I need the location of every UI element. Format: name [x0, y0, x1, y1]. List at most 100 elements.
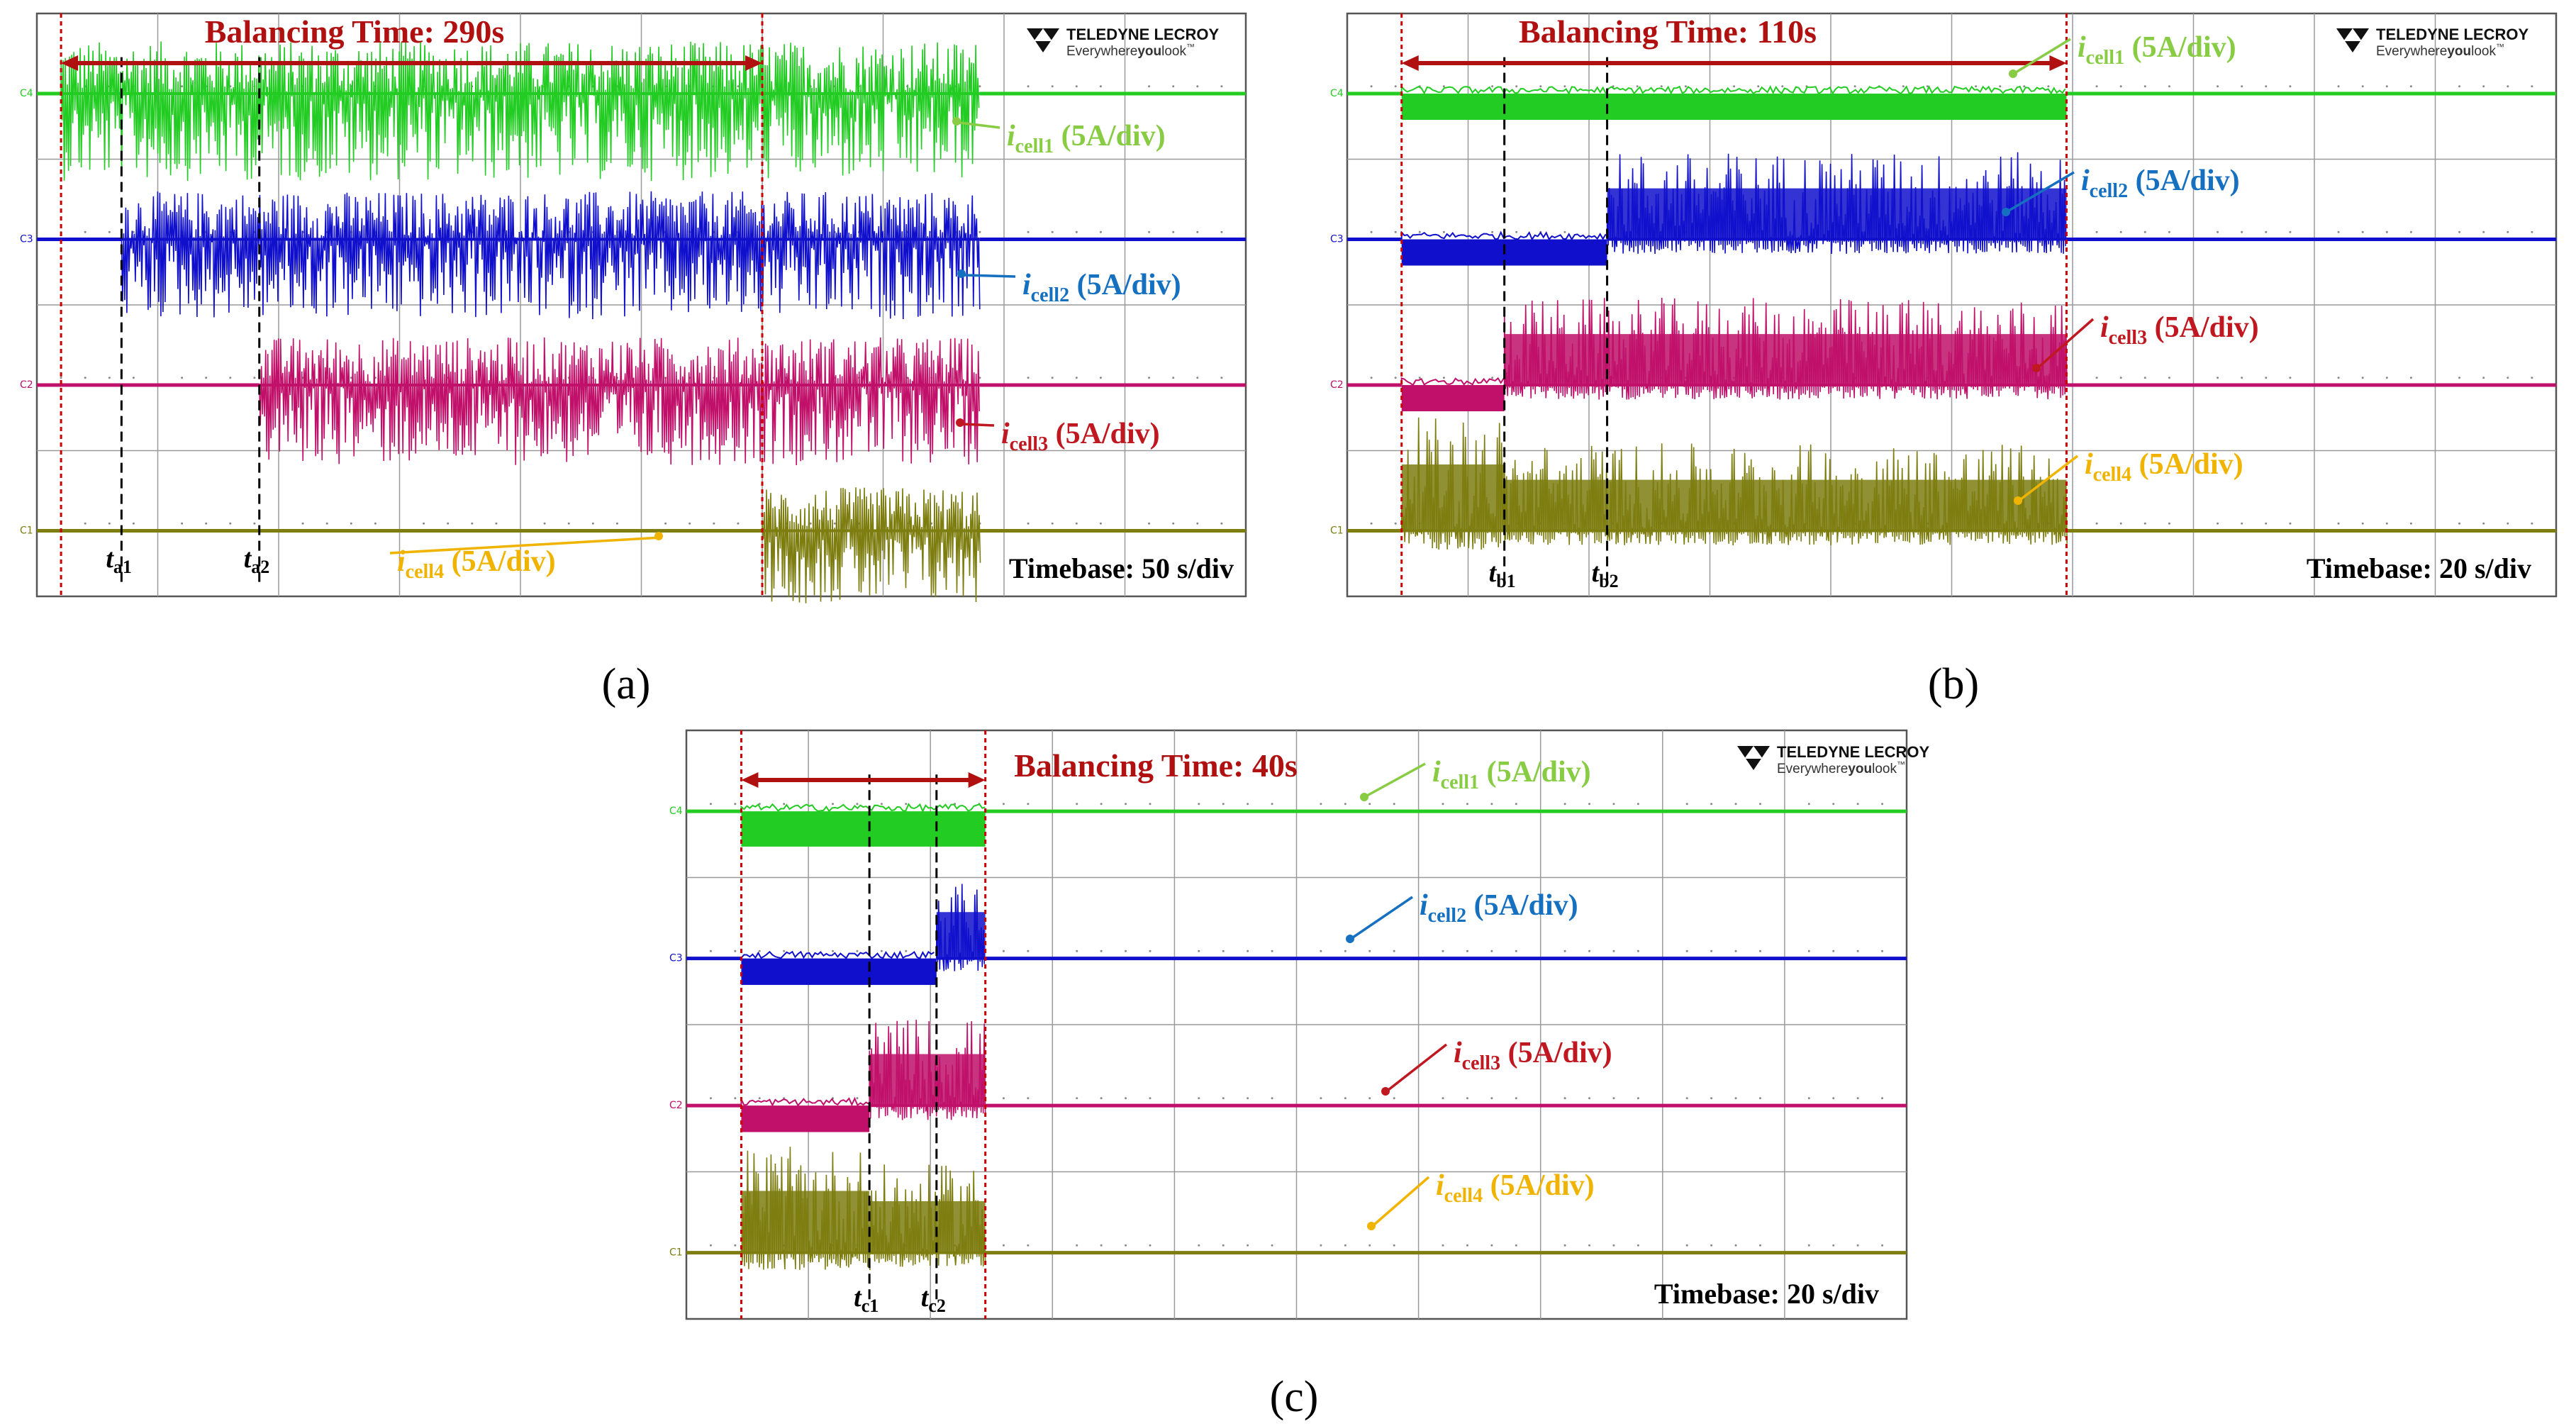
label-arrow-head	[2009, 69, 2017, 78]
label-arrow	[2015, 38, 2071, 74]
label-arrow-head	[2032, 364, 2041, 372]
grid-dot	[2361, 522, 2364, 525]
grid-dot	[1807, 949, 1810, 952]
grid-dot	[1733, 85, 1736, 88]
grid-dot	[2531, 377, 2533, 379]
grid-dot	[758, 1097, 761, 1100]
grid-dot	[1588, 1244, 1591, 1247]
grid-dot	[108, 230, 111, 233]
grid-dot	[1466, 1244, 1468, 1247]
label-arrow-head	[1346, 935, 1354, 943]
grid-dot	[2361, 230, 2364, 233]
grid-dot	[2507, 85, 2509, 88]
grid-dot	[1100, 803, 1103, 806]
trace-noise	[740, 803, 986, 813]
panel-caption: (b)	[1928, 660, 1979, 708]
grid-dot	[709, 949, 712, 952]
grid-dot	[2217, 522, 2219, 525]
trace-noise	[740, 1096, 869, 1107]
grid-dot	[1757, 85, 1760, 88]
trace-fill	[1401, 464, 1505, 531]
trace-fill	[869, 1201, 986, 1253]
grid-dot	[1832, 1097, 1835, 1100]
grid-dot	[2289, 377, 2292, 379]
label-arrow-head	[654, 532, 663, 540]
channel-tag: C2	[1330, 379, 1344, 391]
series-label-cell1: icell1 (5A/div)	[1432, 756, 1591, 793]
grid-dot	[1076, 1097, 1078, 1100]
timebase-label: Timebase: 20 s/div	[1654, 1278, 1879, 1310]
grid-dot	[709, 803, 712, 806]
grid-dot	[2531, 522, 2533, 525]
grid-dot	[1758, 1244, 1761, 1247]
grid-dot	[1125, 949, 1127, 952]
grid-dot	[1588, 803, 1591, 806]
grid-dot	[1247, 1244, 1249, 1247]
trace-offset-band	[1401, 385, 1505, 412]
grid-dot	[1368, 1097, 1371, 1100]
grid-dot	[1002, 803, 1005, 806]
panel-a: C4 C3 C2 C1 ta1 ta2 Balancing Time: 290s icell1…	[20, 12, 1247, 603]
label-arrow	[1366, 762, 1426, 797]
grid-dot	[1442, 1244, 1444, 1247]
grid-dot	[1563, 949, 1566, 952]
trace-noise	[1400, 230, 1607, 241]
trace-fill	[1504, 479, 2067, 531]
label-arrow	[1352, 896, 1413, 939]
grid-dot	[591, 522, 594, 525]
series-label-cell1: icell1 (5A/div)	[1007, 120, 1166, 157]
grid-dot	[833, 522, 836, 525]
grid-dot	[2289, 85, 2292, 88]
grid-dot	[1685, 1244, 1688, 1247]
grid-dot	[1881, 949, 1884, 952]
trace-cell1: C4	[20, 41, 1246, 182]
grid-dot	[1344, 949, 1346, 952]
grid-dot	[2241, 85, 2243, 88]
grid-dot	[1637, 949, 1639, 952]
series-label-cell2: icell2 (5A/div)	[1420, 889, 1578, 927]
channel-tag: C1	[669, 1247, 683, 1259]
trace-cell1: C4	[669, 803, 1907, 847]
grid-dot	[856, 1097, 859, 1100]
grid-dot	[783, 803, 786, 806]
panel-caption: (a)	[602, 660, 651, 708]
grid-dot	[1442, 949, 1444, 952]
grid-dot	[1198, 1097, 1200, 1100]
grid-dot	[1370, 522, 1373, 525]
channel-tag: C3	[669, 953, 683, 964]
label-arrow	[959, 121, 1000, 129]
grid-dot	[2241, 377, 2243, 379]
grid-dot	[181, 522, 184, 525]
grid-dot	[1196, 85, 1199, 88]
grid-dot	[2119, 522, 2122, 525]
marker-label: tc1	[854, 1283, 879, 1316]
grid-dot	[1563, 85, 1566, 88]
grid-dot	[1442, 230, 1445, 233]
series-label-cell4: icell4 (5A/div)	[2085, 448, 2243, 486]
grid-dot	[1588, 1097, 1591, 1100]
grid-dot	[1563, 230, 1566, 233]
grid-dot	[1758, 1097, 1761, 1100]
grid-dot	[1466, 949, 1468, 952]
grid-dot	[1344, 803, 1346, 806]
grid-dot	[2217, 230, 2219, 233]
grid-dot	[132, 377, 135, 379]
grid-dot	[1075, 230, 1078, 233]
grid-dot	[2095, 522, 2098, 525]
timebase-label: Timebase: 50 s/div	[1009, 552, 1234, 584]
grid-dot	[2168, 230, 2170, 233]
grid-dot	[2241, 230, 2243, 233]
grid-dot	[2507, 522, 2509, 525]
arrow-head-left	[1401, 55, 1419, 71]
grid-dot	[1051, 85, 1054, 88]
grid-dot	[1198, 803, 1200, 806]
grid-dot	[615, 522, 618, 525]
grid-dot	[1853, 85, 1856, 88]
grid-dot	[1368, 1244, 1371, 1247]
grid-dot	[1149, 803, 1152, 806]
grid-dot	[205, 377, 208, 379]
channel-tag: C3	[1330, 234, 1344, 245]
grid-dot	[1027, 1244, 1030, 1247]
grid-dot	[1148, 85, 1151, 88]
grid-dot	[1684, 85, 1687, 88]
